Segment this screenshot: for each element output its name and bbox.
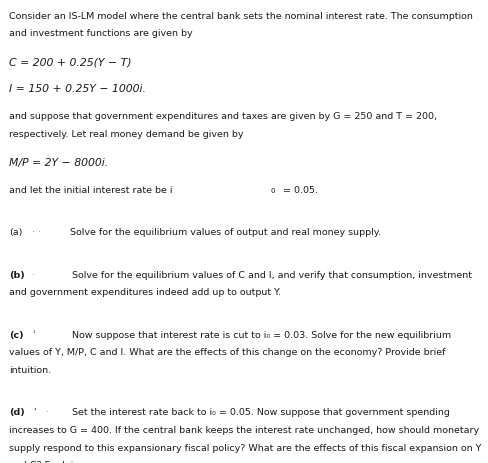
Text: Consider an IS-LM model where the central bank sets the nominal interest rate. T: Consider an IS-LM model where the centra… <box>9 12 472 20</box>
Text: M/P = 2Y − 8000i.: M/P = 2Y − 8000i. <box>9 157 108 168</box>
Text: Solve for the equilibrium values of output and real money supply.: Solve for the equilibrium values of outp… <box>70 228 380 237</box>
Text: supply respond to this expansionary fiscal policy? What are the effects of this : supply respond to this expansionary fisc… <box>9 443 480 451</box>
Text: Solve for the equilibrium values of C and I, and verify that consumption, invest: Solve for the equilibrium values of C an… <box>72 270 471 279</box>
Text: and suppose that government expenditures and taxes are given by G = 250 and T = : and suppose that government expenditures… <box>9 112 436 121</box>
Text: increases to G = 400. If the central bank keeps the interest rate unchanged, how: increases to G = 400. If the central ban… <box>9 425 478 434</box>
Text: ‘: ‘ <box>33 407 36 416</box>
Text: Set the interest rate back to i₀ = 0.05. Now suppose that government spending: Set the interest rate back to i₀ = 0.05.… <box>72 407 449 416</box>
Text: intuition.: intuition. <box>9 365 51 374</box>
Text: values of Y, M/P, C and I. What are the effects of this change on the economy? P: values of Y, M/P, C and I. What are the … <box>9 348 445 357</box>
Text: · ·: · · <box>32 228 41 237</box>
Text: I = 150 + 0.25Y − 1000i.: I = 150 + 0.25Y − 1000i. <box>9 84 145 94</box>
Text: ·: · <box>32 270 35 279</box>
Text: and government expenditures indeed add up to output Y.: and government expenditures indeed add u… <box>9 288 280 297</box>
Text: (a): (a) <box>9 228 22 237</box>
Text: ₁: ₁ <box>32 328 35 334</box>
Text: Now suppose that interest rate is cut to i₀ = 0.03. Solve for the new equilibriu: Now suppose that interest rate is cut to… <box>72 330 450 339</box>
Text: (b): (b) <box>9 270 24 279</box>
Text: respectively. Let real money demand be given by: respectively. Let real money demand be g… <box>9 130 243 138</box>
Text: and investment functions are given by: and investment functions are given by <box>9 29 192 38</box>
Text: and C? Explain.: and C? Explain. <box>9 460 82 463</box>
Text: (d): (d) <box>9 407 24 416</box>
Text: 0: 0 <box>270 188 274 194</box>
Text: and let the initial interest rate be i: and let the initial interest rate be i <box>9 186 172 195</box>
Text: = 0.05.: = 0.05. <box>280 186 318 195</box>
Text: C = 200 + 0.25(Y − T): C = 200 + 0.25(Y − T) <box>9 57 131 67</box>
Text: (c): (c) <box>9 330 23 339</box>
Text: ·: · <box>46 407 49 416</box>
